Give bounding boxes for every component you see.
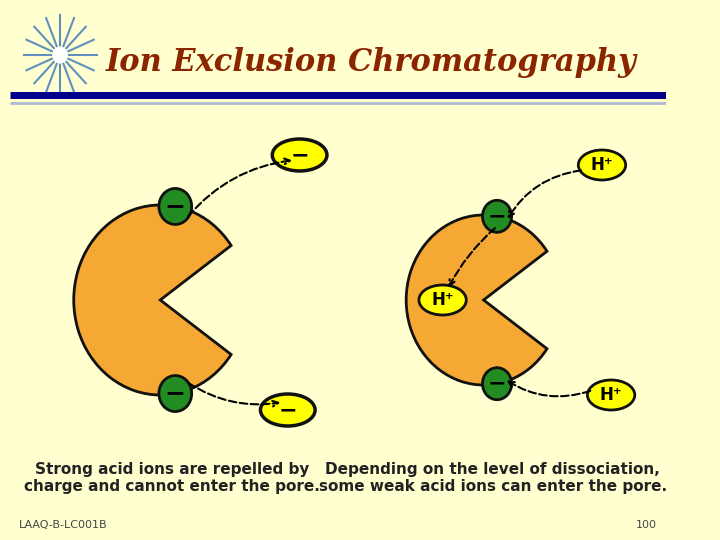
Circle shape — [159, 188, 192, 225]
Text: −: − — [279, 400, 297, 420]
Wedge shape — [406, 215, 547, 385]
Circle shape — [159, 375, 192, 411]
Circle shape — [482, 368, 512, 400]
Circle shape — [53, 47, 68, 63]
Text: −: − — [487, 206, 506, 226]
Text: −: − — [165, 194, 186, 219]
Text: −: − — [165, 382, 186, 406]
Text: H⁺: H⁺ — [600, 386, 622, 404]
Text: Ion Exclusion Chromatography: Ion Exclusion Chromatography — [106, 46, 636, 78]
Wedge shape — [73, 205, 231, 395]
Ellipse shape — [272, 139, 327, 171]
Text: −: − — [290, 145, 309, 165]
Text: H⁺: H⁺ — [431, 291, 454, 309]
Ellipse shape — [419, 285, 467, 315]
Text: Strong acid ions are repelled by
charge and cannot enter the pore.: Strong acid ions are repelled by charge … — [24, 462, 320, 495]
Text: −: − — [487, 374, 506, 394]
Text: LAAQ-B-LC001B: LAAQ-B-LC001B — [19, 520, 108, 530]
Circle shape — [482, 200, 512, 232]
Text: Depending on the level of dissociation,
some weak acid ions can enter the pore.: Depending on the level of dissociation, … — [319, 462, 667, 495]
Text: H⁺: H⁺ — [590, 156, 613, 174]
Text: 100: 100 — [636, 520, 657, 530]
Ellipse shape — [578, 150, 626, 180]
Ellipse shape — [588, 380, 635, 410]
Ellipse shape — [261, 394, 315, 426]
